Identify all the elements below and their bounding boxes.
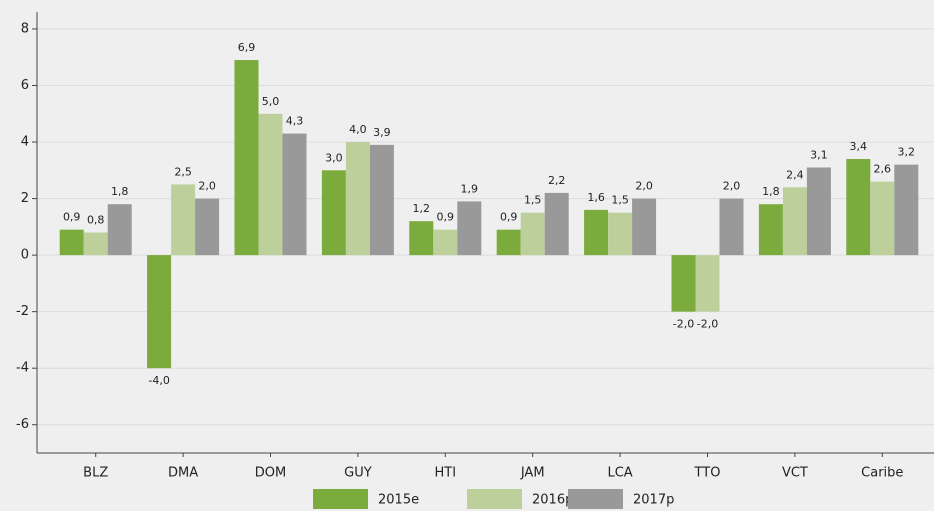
bar (695, 255, 720, 312)
bar (544, 192, 569, 256)
value-label: 3,1 (810, 148, 828, 161)
bar (107, 204, 132, 256)
x-tick-label: Caribe (861, 466, 903, 481)
bar (234, 60, 259, 256)
value-label: 3,9 (373, 126, 391, 139)
legend-swatch (568, 489, 623, 509)
bar (758, 204, 783, 256)
bar (608, 212, 633, 256)
y-tick-label: -6 (16, 417, 29, 432)
bar (457, 201, 482, 256)
bar (147, 255, 172, 369)
value-label: 2,0 (635, 180, 653, 193)
value-label: -4,0 (148, 374, 169, 387)
bar (782, 187, 807, 256)
bar (171, 184, 196, 256)
y-tick-label: -4 (16, 361, 29, 376)
bar (496, 229, 521, 256)
x-tick-label: DMA (168, 466, 198, 481)
x-tick-label: DOM (255, 466, 286, 481)
legend-swatch (313, 489, 368, 509)
y-tick-label: 0 (21, 248, 29, 263)
bar (846, 159, 871, 256)
bar (59, 229, 84, 256)
bar (369, 144, 394, 256)
y-tick-label: -2 (16, 304, 29, 319)
value-label: 1,9 (461, 182, 479, 195)
x-tick-label: HTI (435, 466, 457, 481)
bar (584, 209, 609, 256)
value-label: 4,0 (349, 123, 367, 136)
value-label: 3,4 (850, 140, 868, 153)
y-tick-label: 4 (21, 135, 29, 150)
bar (258, 113, 283, 256)
bar (409, 221, 434, 256)
value-label: 1,2 (413, 202, 431, 215)
value-label: 1,8 (111, 185, 129, 198)
value-label: 2,4 (786, 168, 804, 181)
bar (321, 170, 346, 256)
bar (282, 133, 307, 256)
bar (83, 232, 108, 256)
bar (433, 229, 458, 256)
bar (806, 167, 831, 256)
x-tick-label: GUY (344, 466, 372, 481)
legend-swatch (467, 489, 522, 509)
x-tick-label: TTO (694, 466, 721, 481)
value-label: 0,9 (63, 211, 81, 224)
y-tick-label: 6 (21, 78, 29, 93)
bar (632, 198, 657, 256)
y-tick-label: 2 (21, 191, 29, 206)
bar (345, 142, 370, 256)
value-label: 3,0 (325, 151, 343, 164)
bar (719, 198, 744, 256)
value-label: 1,5 (611, 194, 629, 207)
bar (195, 198, 220, 256)
bar (870, 181, 895, 256)
value-label: 2,0 (198, 180, 216, 193)
legend-label: 2017p (633, 493, 674, 508)
x-tick-label: LCA (607, 466, 632, 481)
value-label: 3,2 (898, 146, 916, 159)
value-label: 0,9 (500, 211, 518, 224)
bar (894, 164, 919, 256)
value-label: 5,0 (262, 95, 280, 108)
value-label: -2,0 (697, 318, 718, 331)
x-tick-label: BLZ (83, 466, 108, 481)
x-tick-label: JAM (520, 466, 545, 481)
value-label: 2,5 (174, 165, 192, 178)
bar (671, 255, 696, 312)
value-label: 0,9 (437, 211, 455, 224)
value-label: 1,6 (587, 191, 605, 204)
value-label: 1,5 (524, 194, 542, 207)
value-label: 6,9 (238, 41, 256, 54)
value-label: 0,8 (87, 214, 105, 227)
y-tick-label: 8 (21, 21, 29, 36)
value-label: 4,3 (286, 115, 304, 128)
value-label: -2,0 (673, 318, 694, 331)
bar (520, 212, 545, 256)
value-label: 1,8 (762, 185, 780, 198)
value-label: 2,6 (874, 163, 892, 176)
x-tick-label: VCT (782, 466, 808, 481)
value-label: 2,0 (723, 180, 741, 193)
value-label: 2,2 (548, 174, 566, 187)
legend-label: 2015e (378, 493, 419, 508)
legend-label: 2016p (532, 493, 573, 508)
